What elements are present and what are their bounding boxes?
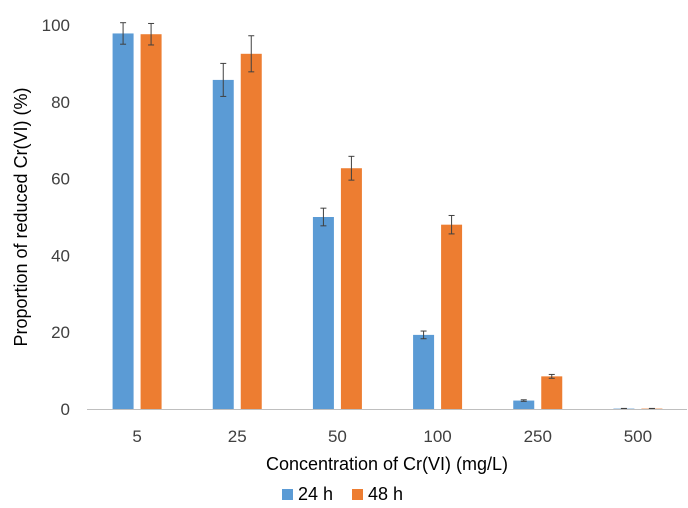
- bars: [112, 33, 663, 410]
- bar-24h-5: [112, 33, 134, 409]
- y-tick-label: 40: [51, 246, 70, 265]
- y-tick-label: 20: [51, 323, 70, 342]
- error-bar-48h-250: [548, 373, 555, 379]
- x-tick-label: 5: [132, 427, 141, 446]
- legend-item-48h: 48 h: [352, 484, 403, 504]
- bar-24h-100: [413, 334, 435, 409]
- error-bar-48h-100: [448, 214, 455, 235]
- legend-swatch: [282, 489, 293, 500]
- bar-48h-100: [441, 224, 463, 409]
- y-tick-label: 100: [42, 16, 70, 35]
- x-tick-label: 500: [624, 427, 652, 446]
- error-bar-48h-25: [248, 35, 255, 73]
- x-tick-label: 25: [228, 427, 247, 446]
- error-bar-48h-50: [348, 155, 355, 181]
- legend: 24 h 48 h: [282, 484, 403, 504]
- legend-label: 48 h: [368, 484, 403, 504]
- error-bar-24h-50: [320, 207, 327, 227]
- legend-label: 24 h: [298, 484, 333, 504]
- bar-48h-25: [240, 53, 262, 410]
- bar-48h-250: [541, 376, 563, 409]
- y-tick-label: 0: [61, 400, 70, 419]
- x-tick-label: 100: [423, 427, 451, 446]
- x-axis-ticks: 5 25 50 100 250 500: [132, 427, 652, 446]
- error-bar-24h-250: [520, 399, 527, 402]
- x-tick-label: 50: [328, 427, 347, 446]
- bar-24h-250: [513, 400, 535, 409]
- y-tick-label: 80: [51, 93, 70, 112]
- bar-48h-50: [340, 168, 362, 409]
- y-tick-label: 60: [51, 170, 70, 189]
- x-axis-title: Concentration of Cr(VI) (mg/L): [266, 454, 508, 474]
- error-bars: [120, 22, 655, 410]
- y-axis-ticks: 0 20 40 60 80 100: [42, 16, 70, 419]
- error-bar-24h-5: [120, 22, 127, 45]
- legend-swatch: [352, 489, 363, 500]
- x-tick-label: 250: [524, 427, 552, 446]
- bar-24h-50: [312, 217, 334, 409]
- y-axis-title: Proportion of reduced Cr(VI) (%): [11, 87, 31, 346]
- error-bar-48h-5: [148, 22, 155, 46]
- error-bar-24h-25: [220, 62, 227, 97]
- bar-24h-25: [212, 79, 234, 410]
- legend-item-24h: 24 h: [282, 484, 333, 504]
- error-bar-24h-100: [420, 330, 427, 340]
- bar-48h-5: [140, 34, 162, 409]
